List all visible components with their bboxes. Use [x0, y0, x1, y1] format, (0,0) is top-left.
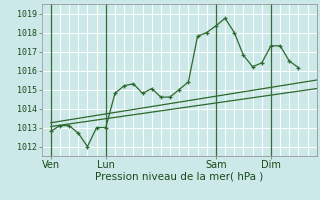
X-axis label: Pression niveau de la mer( hPa ): Pression niveau de la mer( hPa ): [95, 172, 263, 182]
